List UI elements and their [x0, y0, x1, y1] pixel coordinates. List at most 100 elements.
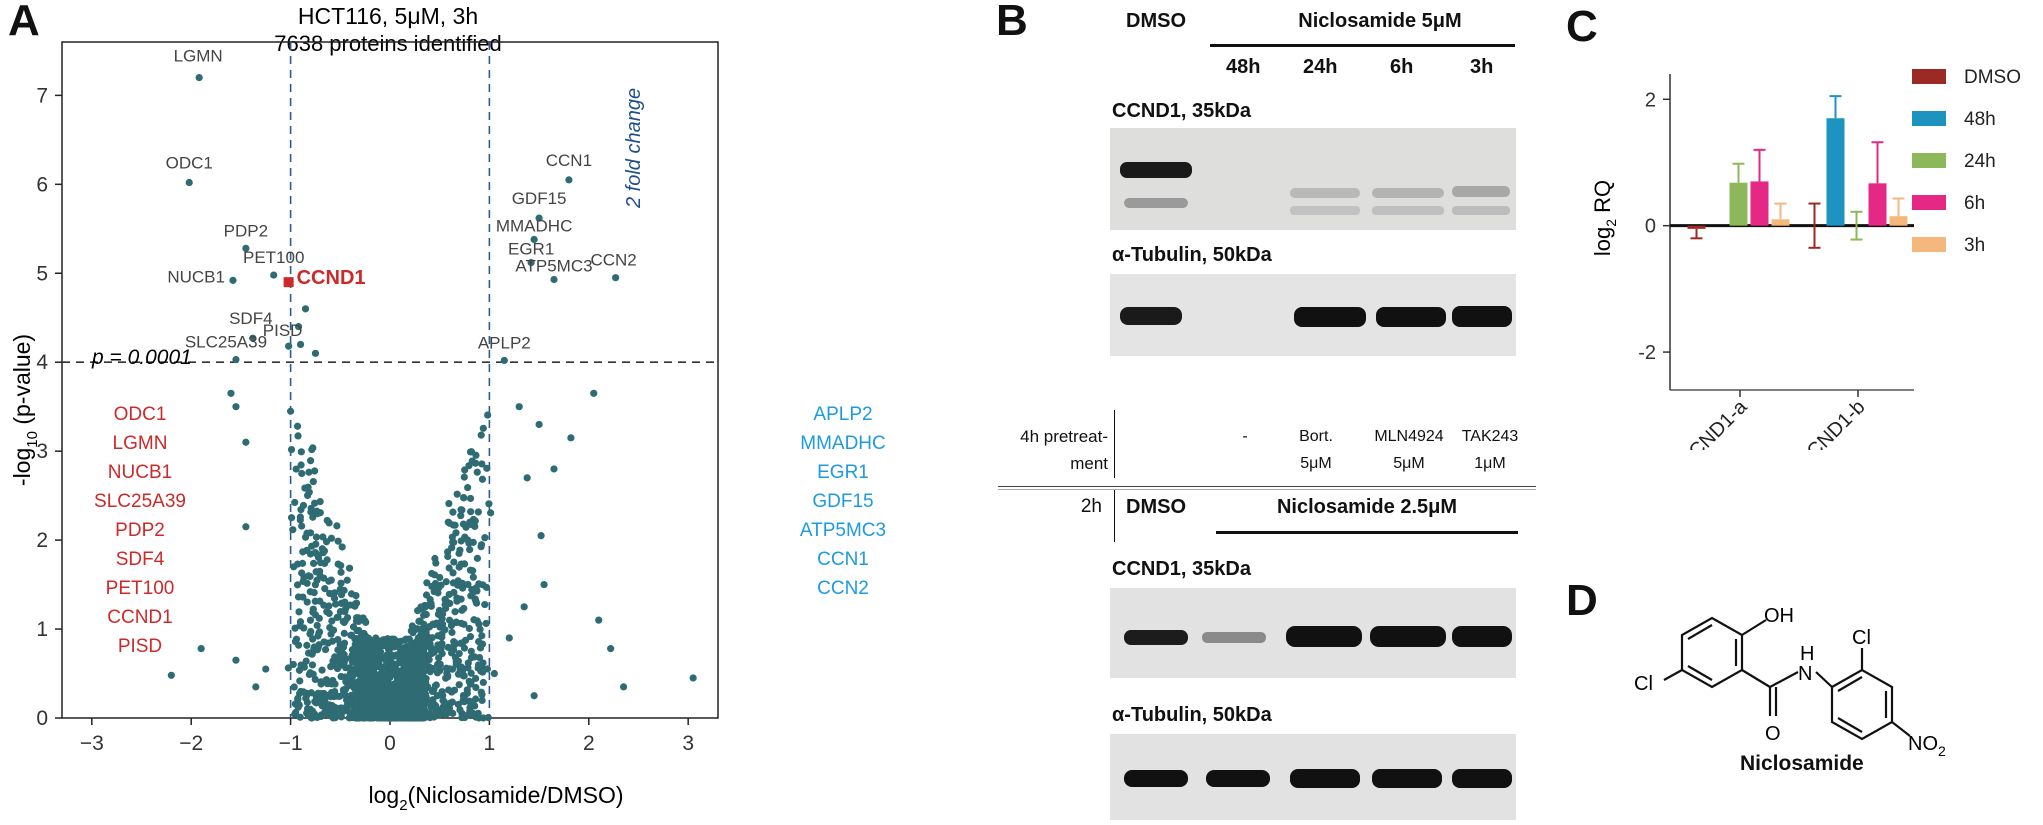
- protein-point: [322, 538, 331, 546]
- protein-point: [484, 411, 492, 419]
- protein-point: [456, 706, 464, 714]
- y-tick-label: 4: [36, 351, 48, 374]
- point-label: MMADHC: [496, 216, 573, 235]
- protein-point: [467, 647, 475, 655]
- protein-point: [434, 632, 442, 640]
- protein-point: [457, 537, 465, 545]
- protein-point: [472, 674, 480, 683]
- protein-point: [312, 540, 320, 548]
- protein-point: [444, 673, 452, 681]
- protein-point: [329, 712, 337, 721]
- protein-point: [242, 438, 250, 446]
- x-tick-label: −1: [279, 732, 303, 755]
- protein-point: [427, 599, 435, 608]
- protein-point: [441, 595, 449, 604]
- protein-point: [475, 638, 483, 646]
- protein-point: [321, 645, 330, 654]
- protein-point: [197, 645, 205, 653]
- protein-point: [479, 714, 487, 722]
- protein-point: [394, 713, 402, 721]
- rq-bar-chart: 2 0 -2 CCND1-a CCND1-b log2 RQ DMSO 48h 24h 6h 3…: [1590, 67, 2021, 450]
- legend-label: 6h: [1964, 193, 1985, 214]
- labeled-point: [232, 355, 240, 364]
- blot-bottom-tubulin-image: [1110, 734, 1516, 820]
- protein-point: [398, 666, 407, 675]
- protein-point: [403, 663, 412, 671]
- protein-point: [340, 629, 348, 637]
- protein-point: [430, 648, 438, 656]
- protein-point: [417, 714, 425, 722]
- protein-point: [470, 616, 478, 624]
- bar: [1687, 225, 1706, 229]
- protein-point: [381, 675, 389, 683]
- protein-point: [393, 683, 401, 691]
- protein-point: [416, 648, 424, 656]
- blot-bottom-dmso-label: DMSO: [1126, 496, 1186, 518]
- protein-point: [481, 600, 489, 609]
- protein-point: [337, 579, 345, 587]
- up-list-item: EGR1: [817, 462, 869, 483]
- protein-point: [306, 630, 314, 638]
- protein-point: [340, 707, 348, 715]
- protein-point: [402, 647, 410, 655]
- protein-point: [292, 465, 300, 473]
- protein-point: [325, 602, 333, 610]
- protein-point: [434, 610, 443, 618]
- legend-swatch: [1912, 69, 1946, 84]
- protein-point: [359, 653, 368, 662]
- up-list-item: CCN1: [817, 549, 869, 570]
- atom-cl-left: Cl: [1634, 673, 1653, 695]
- protein-point: [469, 588, 478, 596]
- protein-point: [301, 305, 310, 313]
- pretreatment-tak243: TAK243 1μM: [1461, 428, 1519, 472]
- protein-point: [302, 694, 310, 702]
- protein-point: [457, 560, 465, 568]
- protein-point: [298, 469, 306, 478]
- protein-point: [343, 614, 352, 622]
- threshold-label: p = 0.0001: [91, 346, 192, 369]
- x-tick-label: 1: [484, 732, 496, 755]
- protein-point: [442, 578, 450, 586]
- protein-point: [406, 704, 414, 712]
- protein-point: [461, 466, 469, 474]
- protein-point: [359, 683, 367, 691]
- protein-point: [303, 598, 311, 606]
- protein-point: [312, 568, 320, 576]
- pretreatment-row-rule: [998, 486, 1536, 490]
- protein-point: [297, 461, 305, 469]
- protein-point: [457, 512, 465, 520]
- protein-point: [523, 474, 531, 482]
- protein-point: [423, 579, 431, 587]
- point-label: PDP2: [224, 221, 268, 240]
- protein-point: [464, 536, 472, 544]
- protein-point: [619, 683, 628, 691]
- protein-point: [242, 523, 250, 531]
- ccnd1-point: [283, 277, 294, 288]
- protein-point: [232, 656, 240, 664]
- protein-point: [410, 712, 418, 721]
- legend-swatch: [1912, 153, 1946, 168]
- protein-point: [590, 389, 598, 397]
- x-tick-label: 2: [583, 732, 595, 755]
- protein-point: [309, 444, 317, 452]
- protein-point: [297, 661, 305, 669]
- protein-point: [472, 599, 481, 607]
- panel-b-letter: B: [996, 0, 1028, 45]
- protein-point: [410, 655, 418, 663]
- point-label: NUCB1: [167, 267, 225, 286]
- protein-point: [296, 340, 305, 349]
- volcano-ylabel: -log10 (p-value): [9, 334, 41, 486]
- protein-point: [388, 714, 396, 722]
- bar-ylabel: log2 RQ: [1590, 180, 1619, 256]
- protein-point: [477, 431, 485, 439]
- protein-point: [306, 529, 315, 537]
- protein-point: [291, 638, 300, 646]
- point-label: CCN1: [546, 151, 592, 170]
- protein-point: [479, 659, 487, 667]
- protein-point: [449, 521, 457, 529]
- protein-point: [453, 597, 461, 605]
- volcano-title: HCT116, 5μM, 3h: [298, 3, 478, 29]
- protein-point: [432, 619, 441, 627]
- protein-point: [306, 616, 315, 624]
- protein-point: [442, 711, 450, 719]
